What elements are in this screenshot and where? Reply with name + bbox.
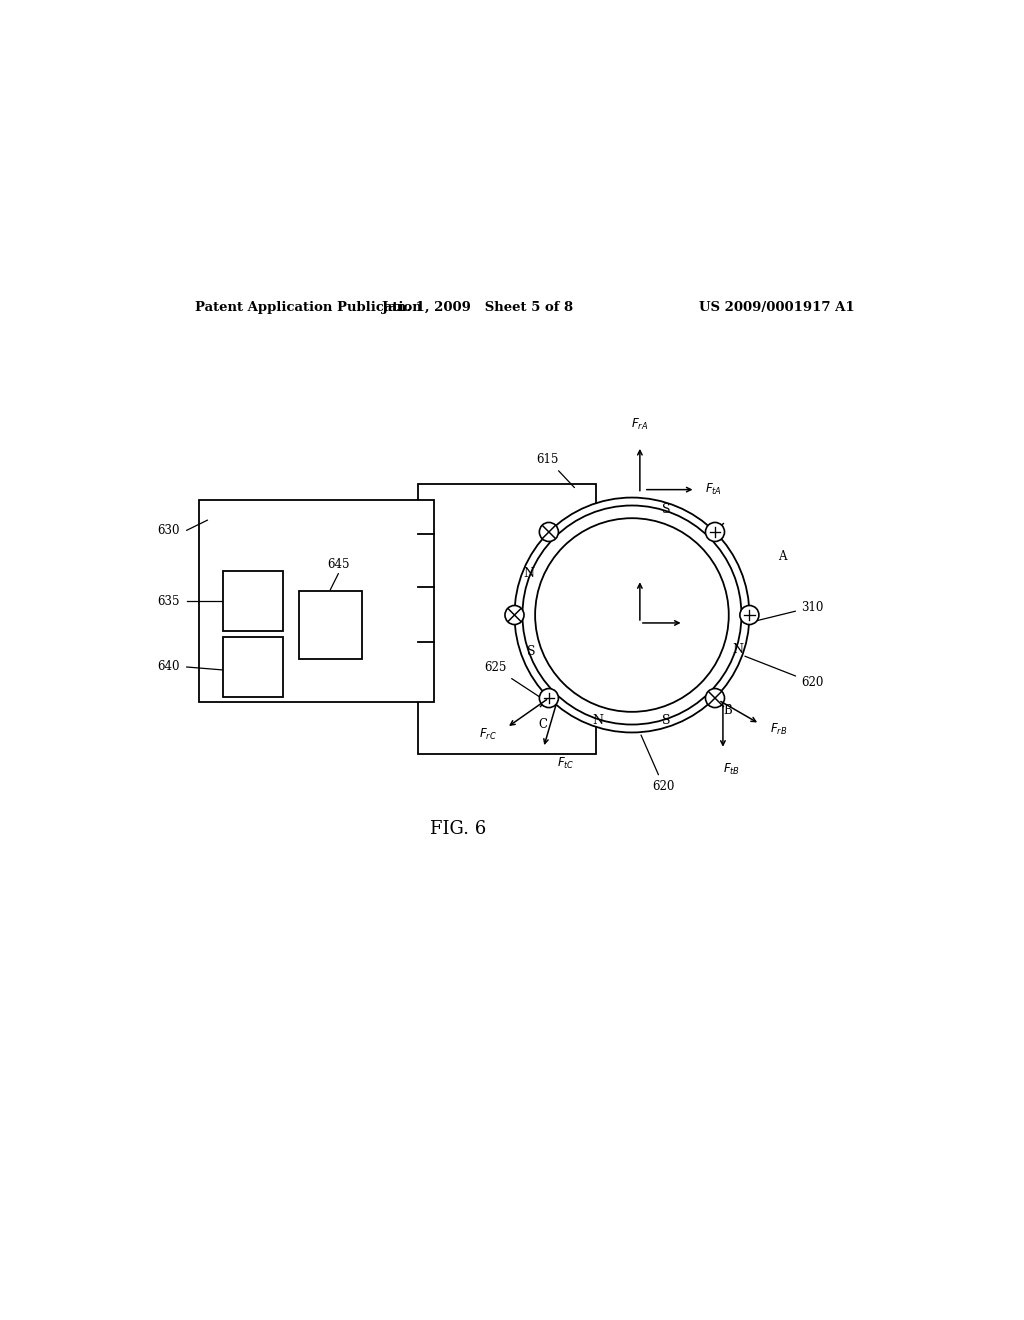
Text: US 2009/0001917 A1: US 2009/0001917 A1 [698, 301, 854, 314]
Text: 615: 615 [537, 453, 574, 487]
Text: S: S [527, 645, 536, 659]
Text: C: C [538, 718, 547, 731]
Text: $F_{tC}$: $F_{tC}$ [557, 756, 574, 771]
Text: $F_{tA}$: $F_{tA}$ [705, 482, 722, 498]
Text: $F_{rA}$: $F_{rA}$ [631, 417, 648, 432]
Bar [200, 500, 433, 702]
Circle shape [540, 523, 558, 541]
Text: 620: 620 [744, 656, 823, 689]
Bar [418, 484, 596, 754]
Text: Patent Application Publication: Patent Application Publication [196, 301, 422, 314]
Text: X: X [689, 616, 697, 630]
Text: Jan. 1, 2009   Sheet 5 of 8: Jan. 1, 2009 Sheet 5 of 8 [382, 301, 572, 314]
Text: N: N [732, 643, 743, 656]
Text: 635: 635 [157, 594, 179, 607]
Bar [223, 638, 283, 697]
Circle shape [522, 506, 741, 725]
Text: B: B [723, 705, 732, 717]
Text: $F_{rB}$: $F_{rB}$ [770, 722, 787, 738]
Text: 620: 620 [641, 735, 675, 793]
Circle shape [536, 519, 729, 711]
Circle shape [706, 689, 725, 708]
Text: 640: 640 [157, 660, 179, 673]
Text: 310: 310 [743, 601, 823, 624]
Bar [223, 572, 283, 631]
Circle shape [505, 606, 524, 624]
Text: 645: 645 [327, 558, 349, 572]
Text: $F_{rC}$: $F_{rC}$ [479, 727, 497, 742]
Text: Y: Y [640, 562, 648, 574]
Text: 630: 630 [157, 524, 179, 537]
Text: A: A [777, 549, 786, 562]
Bar [299, 591, 362, 659]
Circle shape [706, 523, 725, 541]
Circle shape [540, 689, 558, 708]
Circle shape [740, 606, 759, 624]
Text: N: N [592, 714, 603, 727]
Text: N: N [523, 566, 535, 579]
Text: S: S [663, 714, 671, 727]
Text: $F_{tB}$: $F_{tB}$ [723, 762, 740, 776]
Text: FIG. 6: FIG. 6 [430, 820, 485, 838]
Text: S: S [663, 503, 671, 516]
Circle shape [514, 498, 750, 733]
Text: 625: 625 [484, 661, 540, 697]
